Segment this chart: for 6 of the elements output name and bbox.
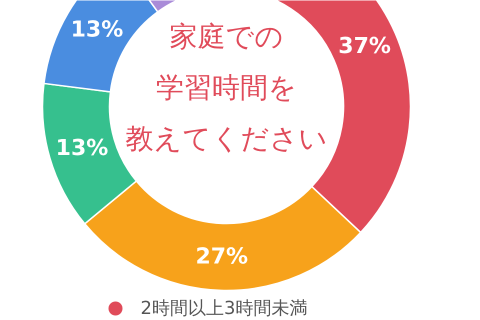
- data-label: 13%: [70, 17, 124, 42]
- data-label: 13%: [56, 136, 108, 161]
- data-label: 27%: [195, 244, 248, 270]
- data-label: 37%: [338, 34, 391, 60]
- text: 家庭での学習時間を教えてください: [126, 20, 328, 156]
- legend-label: 2時間以上3時間未満: [140, 298, 308, 319]
